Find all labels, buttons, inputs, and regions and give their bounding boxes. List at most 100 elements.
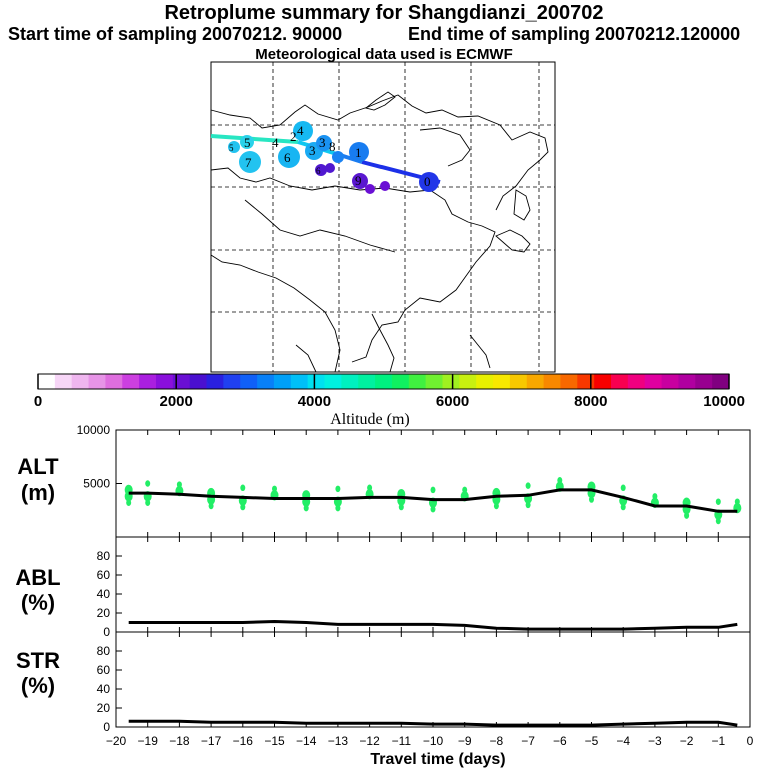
x-tick-labels: −20 −19 −18 −17 −16 −15 −14 −13 −12 −11 −10 −9 −8 −7−…	[106, 734, 754, 748]
cluster-marker	[380, 181, 390, 191]
alt-ensemble-point	[734, 498, 740, 505]
met-data-label: Meteorological data used is ECMWF	[255, 46, 513, 63]
alt-ensemble-point	[367, 484, 373, 492]
cluster-marker	[315, 164, 327, 176]
colorbar-swatch	[476, 374, 494, 389]
alt-ensemble-point	[303, 504, 309, 512]
colorbar-tick-label: 2000	[160, 393, 193, 410]
x-tick-label: −13	[328, 734, 349, 748]
series-line-alt	[128, 488, 738, 513]
map-label: 6	[284, 150, 291, 165]
colorbar-swatch	[425, 374, 443, 389]
map-label: 0	[424, 174, 431, 189]
colorbar-swatch	[257, 374, 275, 389]
alt-ensemble-point	[620, 484, 626, 492]
colorbar-swatch	[442, 374, 460, 389]
x-tick-label: −6	[553, 734, 567, 748]
start-time-label: Start time of sampling 20070212. 90000	[8, 24, 343, 44]
y-tick-label: 10000	[77, 423, 111, 437]
map-coastlines	[210, 91, 549, 373]
map-label: 3	[309, 143, 316, 158]
map-label: 6	[316, 166, 321, 176]
colorbar-swatch	[493, 374, 511, 389]
y-tick-label: 60	[97, 663, 111, 677]
panel-frame	[115, 536, 751, 633]
colorbar-swatch	[526, 374, 545, 389]
x-tick-label: −17	[201, 734, 222, 748]
colorbar-swatch	[290, 374, 309, 389]
panel-unit: (%)	[21, 590, 55, 615]
colorbar-tick-label: 6000	[436, 393, 469, 410]
colorbar-swatch	[695, 374, 713, 389]
panel-unit: (m)	[21, 480, 55, 505]
map-label: 3	[319, 135, 326, 150]
x-tick-label: −20	[106, 734, 127, 748]
colorbar-swatch	[678, 374, 696, 389]
panel-unit: (%)	[21, 673, 55, 698]
colorbar-tick-label: 8000	[574, 393, 607, 410]
x-tick-label: −5	[585, 734, 599, 748]
colorbar-swatch	[358, 374, 376, 389]
map-label: 2	[290, 129, 297, 144]
colorbar-tick-label: 0	[34, 393, 42, 410]
cluster-marker	[293, 121, 313, 141]
alt-ensemble-point	[715, 498, 721, 505]
panel-frame	[115, 631, 751, 728]
y-tick-label: 5000	[83, 477, 110, 491]
colorbar-tick-label: 4000	[298, 393, 331, 410]
x-tick-label: −10	[423, 734, 444, 748]
x-tick-label: −2	[680, 734, 694, 748]
x-tick-label: −11	[392, 734, 412, 748]
end-time-label: End time of sampling 20070212.120000	[408, 24, 741, 44]
alt-ensemble-point	[335, 504, 341, 512]
x-tick-label: −4	[616, 734, 630, 748]
map-panel: 5 4 4 2 7 6 3 3 8 1 0 9 5 6	[210, 61, 556, 373]
colorbar-swatch	[155, 374, 174, 389]
series-line-abl	[128, 619, 738, 631]
y-tick-label: 0	[103, 625, 110, 639]
chart-title: Retroplume summary for Shangdianzi_20070…	[164, 2, 604, 24]
alt-ensemble-point	[145, 480, 151, 487]
y-tick-label: 80	[97, 549, 111, 563]
x-tick-label: −8	[490, 734, 504, 748]
x-tick-label: −1	[711, 734, 725, 748]
map-label: 1	[355, 145, 362, 160]
colorbar-swatch	[122, 374, 140, 389]
colorbar-swatch	[341, 374, 359, 389]
colorbar-swatch	[71, 374, 90, 389]
x-tick-label: −3	[648, 734, 662, 748]
trajectory-segment	[210, 134, 299, 144]
cluster-marker	[228, 141, 240, 153]
panel-label: ABL	[15, 565, 60, 590]
alt-ensemble-point	[430, 505, 436, 513]
alt-ensemble-point	[272, 485, 277, 493]
alt-ensemble-point	[493, 502, 499, 510]
x-tick-label: −19	[138, 734, 159, 748]
colorbar-swatch	[54, 374, 73, 389]
y-tick-label: 20	[97, 606, 111, 620]
colorbar-swatch	[661, 374, 679, 389]
cluster-marker	[365, 184, 375, 194]
time-series-panels: 100005000ALT(m)806040200ABL(%)806040200S…	[15, 423, 751, 734]
alt-ensemble-point	[715, 517, 721, 525]
cluster-marker	[239, 151, 261, 173]
colorbar-swatch	[240, 374, 258, 389]
colorbar-swatch	[594, 374, 612, 389]
cluster-marker	[240, 135, 254, 149]
colorbar-swatch	[560, 374, 578, 389]
map-label: 8	[329, 139, 336, 154]
x-axis-label: Travel time (days)	[370, 751, 505, 768]
colorbar-swatch	[307, 374, 326, 389]
x-tick-label: 0	[747, 734, 754, 748]
plume-clusters	[228, 121, 439, 194]
cluster-marker	[325, 163, 335, 173]
x-tick-label: −16	[233, 734, 254, 748]
x-tick-label: −15	[264, 734, 285, 748]
colorbar-swatch	[408, 374, 427, 389]
cluster-marker	[316, 135, 332, 151]
alt-ensemble-point	[684, 512, 690, 519]
alt-ensemble-point	[525, 501, 531, 509]
cluster-marker	[332, 151, 344, 163]
cluster-marker	[278, 146, 300, 168]
